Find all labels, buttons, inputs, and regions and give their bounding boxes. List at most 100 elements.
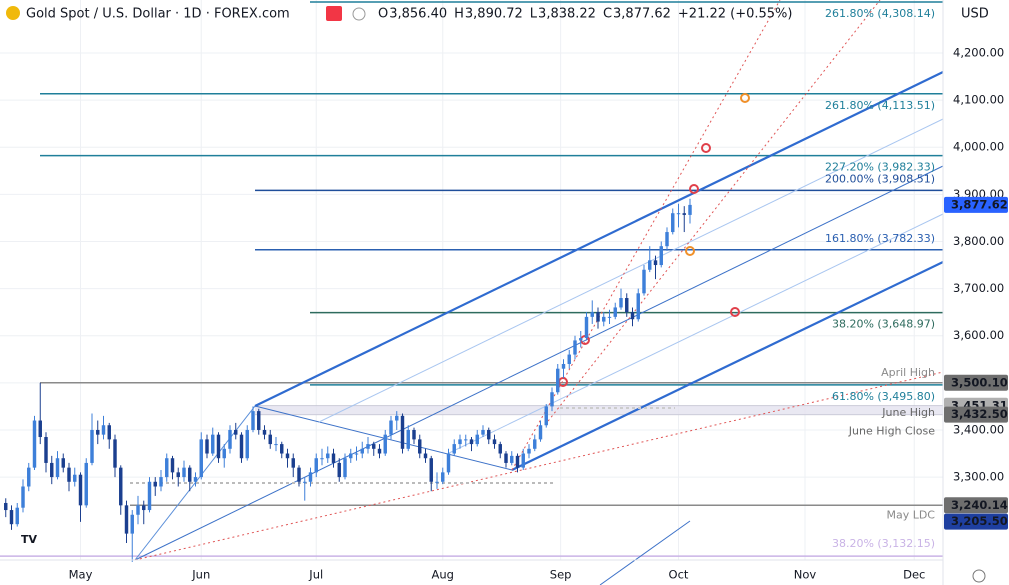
ohlc-key: C [603,7,612,22]
candle-body [193,477,198,482]
candle-body [521,453,525,468]
candle-body [515,455,520,468]
candle-body [561,363,566,369]
price-badge [944,374,1008,391]
fork-median [134,165,944,561]
candle-body [423,453,428,459]
candle-body [170,458,175,473]
trendline-dotted [134,371,944,561]
candle-body [205,439,209,454]
marker [685,246,695,256]
y-tick-label: 4,100.00 [953,93,1004,107]
candle-body [216,434,221,459]
candle-body [73,474,77,482]
candle-body [343,458,347,478]
y-tick-label: 3,800.00 [953,234,1004,248]
marker [740,93,750,103]
level-label: 161.80% (3,782.33) [825,232,935,245]
candle-body [418,439,422,454]
change: +21.22 (+0.55%) [678,7,793,22]
candle-body [291,458,295,468]
candle-body [602,316,606,322]
candle-body [4,502,8,511]
candle-body [636,293,640,320]
level-labels: 261.80% (4,308.14) 261.80% (4,113.51) 227.… [825,7,935,550]
ohlc-value: 3,838.22 [538,7,596,22]
candle-body [498,444,502,454]
candle-body [268,434,272,445]
ohlc-key: O [378,7,388,22]
eye-icon[interactable] [352,7,366,21]
candle-body [538,425,543,440]
candle-body [326,453,330,459]
candle-body [671,213,675,233]
candle-body [314,458,318,473]
ohlc-value: 3,856.40 [389,7,447,22]
candle-body [395,415,399,421]
candle-body [285,453,290,459]
y-tick-label: 3,400.00 [953,422,1004,436]
fork-quarter [446,213,944,455]
level-label: 38.20% (3,648.97) [832,318,935,331]
candle-body [176,472,180,478]
candle-body [159,477,163,487]
ohlc-value: 3,890.72 [465,7,523,22]
candle-body [665,232,669,247]
candle-body [412,429,416,440]
fork-upper [254,71,944,407]
candle-body [199,439,203,478]
candle-body [481,429,485,435]
price-badge [944,196,1008,213]
candle-body [544,406,548,426]
y-tick-label: 3,300.00 [953,470,1004,484]
candle-body [142,505,146,511]
candle-body [337,462,341,478]
candle-body [619,298,623,308]
candle-body [153,481,157,487]
candle-body [625,298,629,313]
candle-body [682,213,686,215]
candle-body [15,507,19,525]
candle-body [441,472,445,482]
candles [4,198,692,562]
x-tick-label: Jul [308,568,323,582]
header: Gold Spot / U.S. Dollar · 1D · FOREX.com… [6,6,792,22]
price-badge-label: 3,500.10 [951,375,1008,389]
flag-icon[interactable] [326,6,342,21]
ohlc-key: L [530,7,538,22]
candle-body [550,392,554,407]
candle-body [400,415,405,449]
candle-body [567,354,571,364]
candle-body [165,458,169,478]
candle-body [510,455,514,463]
settings-icon[interactable] [972,569,986,583]
y-tick-label: 4,000.00 [953,140,1004,154]
candle-body [101,425,106,435]
candle-body [630,312,635,320]
candle-body [257,411,261,430]
x-tick-label: Jun [191,568,210,582]
candle-body [573,340,577,355]
candle-body [504,453,508,463]
candle-body [147,481,152,511]
candle-body [44,437,48,463]
price-badge-label: 3,877.62 [951,197,1008,211]
candle-body [331,453,336,463]
candle-body [354,453,359,455]
candle-body [222,448,226,459]
level-label: June High [881,406,935,419]
candle-body [245,429,249,459]
candle-body [659,246,663,266]
x-tick-label: Dec [903,568,925,582]
candle-body [96,429,100,435]
currency: USD [961,7,989,22]
candle-body [360,448,364,454]
candle-body [349,453,353,459]
levels [0,1,943,557]
candle-body [182,467,186,478]
candle-body [239,434,244,459]
candle-body [475,434,479,445]
watermark: TV [21,533,38,546]
